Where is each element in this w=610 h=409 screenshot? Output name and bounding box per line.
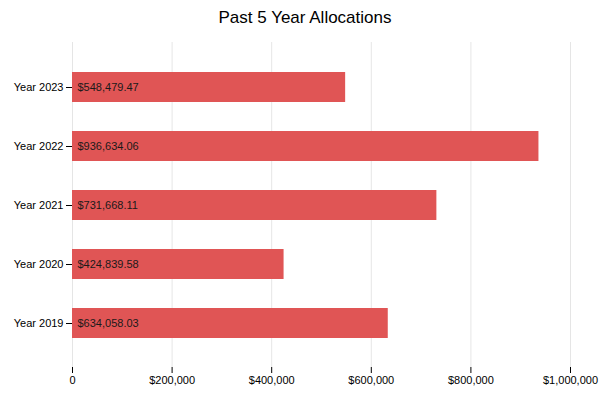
svg-text:Year 2019: Year 2019 [14,317,64,329]
svg-text:Year 2023: Year 2023 [14,81,64,93]
svg-text:$400,000: $400,000 [249,374,295,386]
svg-text:Year 2021: Year 2021 [14,199,64,211]
svg-text:$200,000: $200,000 [149,374,195,386]
svg-text:$731,668.11: $731,668.11 [78,199,138,211]
svg-text:$548,479.47: $548,479.47 [78,81,139,93]
svg-text:$600,000: $600,000 [348,374,394,386]
svg-text:$1,000,000: $1,000,000 [543,374,598,386]
svg-text:$424,839.58: $424,839.58 [78,258,139,270]
svg-text:$800,000: $800,000 [448,374,494,386]
svg-text:$634,058.03: $634,058.03 [78,317,139,329]
html-text:Past 5 Year Allocations: Past 5 Year Allocations [218,8,392,27]
svg-text:0: 0 [69,374,75,386]
svg-text:Year 2022: Year 2022 [14,140,64,152]
svg-text:$936,634.06: $936,634.06 [78,140,139,152]
svg-text:Year 2020: Year 2020 [14,258,64,270]
